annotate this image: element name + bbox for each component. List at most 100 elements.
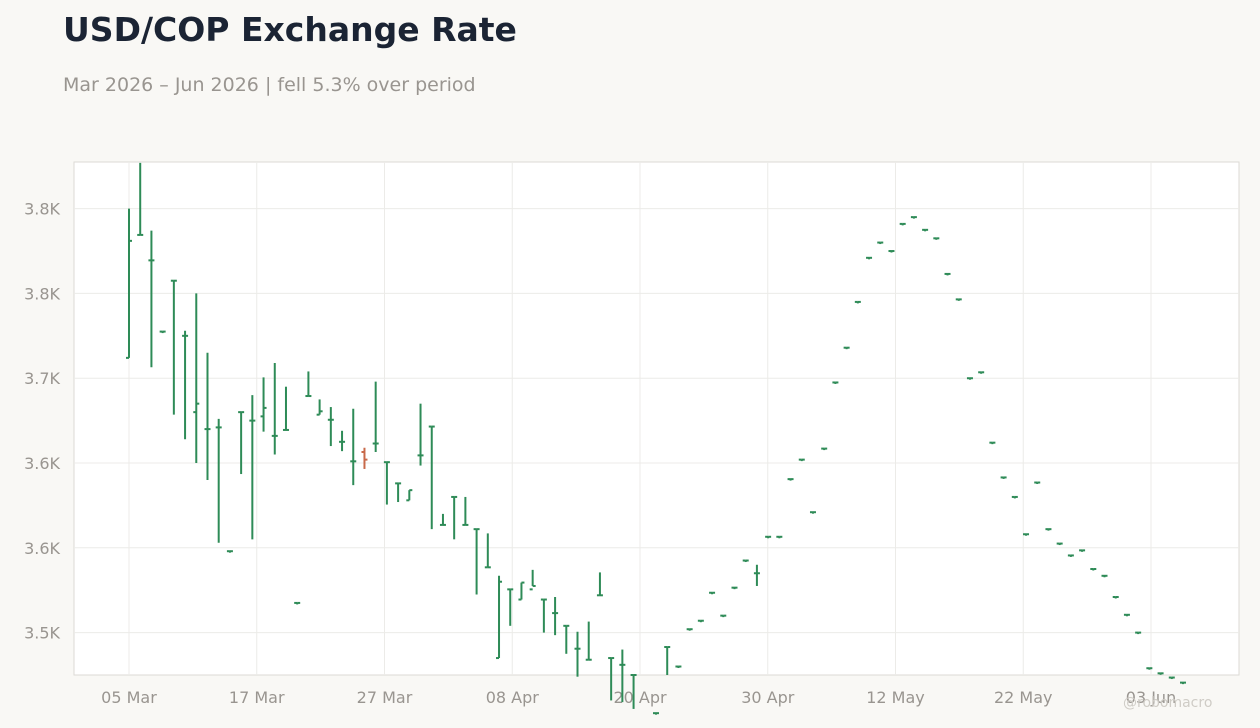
- chart-title: USD/COP Exchange Rate: [63, 10, 517, 49]
- plot-area: [73, 161, 1240, 676]
- ohlc-bar: [1180, 681, 1186, 685]
- ohlc-bar: [361, 447, 368, 469]
- ohlc-bar: [1123, 613, 1130, 617]
- ohlc-bar: [585, 621, 592, 661]
- ohlc-bar: [653, 712, 659, 715]
- ohlc-bar: [787, 478, 794, 481]
- ohlc-bar: [462, 496, 469, 526]
- y-tick-label: 3.8K: [24, 284, 60, 303]
- ohlc-bar: [955, 298, 962, 301]
- chart-subtitle: Mar 2026 – Jun 2026 | fell 5.3% over per…: [63, 74, 476, 96]
- ohlc-bar: [406, 489, 413, 502]
- ohlc-bar: [821, 447, 828, 451]
- ohlc-bar: [664, 646, 671, 675]
- x-tick-label: 03 Jun: [1126, 688, 1176, 707]
- ohlc-bar: [159, 330, 166, 334]
- ohlc-bar: [282, 386, 289, 431]
- x-tick-label: 17 Mar: [229, 688, 285, 707]
- grid-lines: [74, 162, 1239, 675]
- ohlc-bar: [170, 279, 177, 415]
- ohlc-bar: [1045, 528, 1052, 531]
- ohlc-bar: [529, 569, 536, 591]
- ohlc-bar: [596, 572, 603, 597]
- ohlc-bar: [249, 395, 256, 540]
- ohlc-bar: [1135, 631, 1142, 635]
- ohlc-bar: [294, 601, 301, 605]
- ohlc-bar: [215, 418, 222, 543]
- ohlc-bar: [126, 208, 132, 359]
- ohlc-bar: [204, 352, 211, 480]
- x-axis-ticks: 05 Mar 17 Mar 27 Mar 08 Apr 20 Apr 30 Apr 12 M…: [101, 688, 1176, 707]
- ohlc-bar: [1146, 667, 1153, 670]
- ohlc-bar: [888, 250, 895, 253]
- ohlc-bar: [720, 614, 727, 618]
- y-axis-ticks: 3.5K 3.6K 3.6K 3.7K 3.8K 3.8K: [24, 200, 60, 643]
- ohlc-bar: [137, 162, 144, 236]
- ohlc-bar: [271, 362, 278, 455]
- ohlc-bar: [697, 619, 704, 623]
- y-tick-label: 3.6K: [24, 454, 60, 473]
- ohlc-bar: [989, 441, 996, 445]
- ohlc-bar: [877, 241, 884, 245]
- x-tick-label: 05 Mar: [101, 688, 157, 707]
- ohlc-bar: [496, 575, 503, 660]
- ohlc-bar: [843, 346, 850, 350]
- y-tick-label: 3.6K: [24, 539, 60, 558]
- y-tick-label: 3.8K: [24, 200, 60, 219]
- x-tick-label: 27 Mar: [357, 688, 413, 707]
- ohlc-bar: [1090, 568, 1097, 571]
- ohlc-bar: [866, 256, 873, 260]
- ohlc-bar: [1101, 574, 1108, 578]
- ohlc-bar: [776, 535, 783, 539]
- ohlc-bar: [305, 371, 312, 398]
- ohlc-bar: [854, 300, 861, 304]
- ohlc-bar: [439, 513, 446, 526]
- x-tick-label: 20 Apr: [613, 688, 667, 707]
- ohlc-bar: [148, 230, 155, 368]
- ohlc-bar: [1023, 533, 1030, 536]
- ohlc-bar: [1011, 495, 1018, 499]
- ohlc-bar: [832, 381, 839, 384]
- ohlc-bar: [451, 495, 458, 540]
- ohlc-bar: [731, 586, 738, 590]
- ohlc-bar: [1157, 672, 1164, 675]
- y-tick-label: 3.7K: [24, 369, 60, 388]
- ohlc-bar: [563, 624, 570, 654]
- ohlc-bar: [922, 228, 929, 232]
- ohlc-bar: [1168, 676, 1175, 680]
- ohlc-bar: [809, 511, 816, 514]
- ohlc-bar: [518, 581, 525, 601]
- ohlc-bar: [1067, 554, 1074, 557]
- watermark: @robomacro: [1123, 695, 1213, 711]
- ohlc-bar: [428, 425, 435, 530]
- ohlc-bar: [910, 216, 917, 219]
- x-tick-label: 22 May: [994, 688, 1053, 707]
- ohlc-bar: [552, 596, 559, 636]
- ohlc-bar: [630, 674, 637, 709]
- ohlc-bar: [765, 535, 772, 539]
- ohlc-bar: [1056, 542, 1063, 546]
- ohlc-bar: [226, 550, 233, 553]
- ohlc-bar: [675, 665, 682, 669]
- ohlc-bar: [383, 461, 390, 505]
- ohlc-bar: [1034, 481, 1041, 485]
- ohlc-bar: [238, 411, 245, 475]
- ohlc-bar: [350, 408, 357, 486]
- y-tick-label: 3.5K: [24, 624, 60, 643]
- ohlc-bar: [1000, 476, 1007, 479]
- ohlc-bar: [417, 403, 424, 466]
- ohlc-bar: [978, 371, 985, 374]
- ohlc-bar: [473, 528, 480, 595]
- ohlc-bar: [339, 430, 346, 452]
- ohlc-bar: [193, 293, 200, 464]
- x-tick-label: 08 Apr: [486, 688, 540, 707]
- ohlc-bar: [507, 588, 514, 626]
- ohlc-bar: [316, 399, 323, 416]
- ohlc-bar: [327, 407, 334, 447]
- ohlc-bar: [182, 330, 189, 440]
- ohlc-bar: [753, 564, 760, 586]
- ohlc-bar: [1079, 549, 1086, 552]
- ohlc-bar: [798, 458, 805, 462]
- ohlc-bar: [944, 272, 951, 276]
- ohlc-bar: [574, 631, 581, 677]
